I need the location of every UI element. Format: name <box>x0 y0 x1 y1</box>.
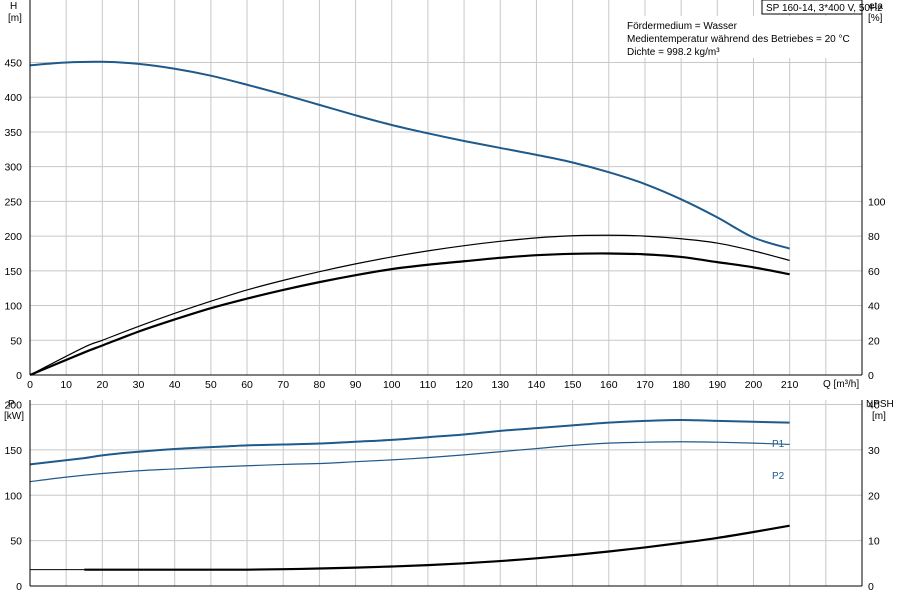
h-tick-50: 50 <box>10 335 22 347</box>
npsh-tick-40: 40 <box>868 400 880 412</box>
bottom-curves <box>29 418 790 571</box>
p-tick-0: 0 <box>16 581 22 593</box>
bottom-series-p1 <box>29 418 790 466</box>
p-tick-150: 150 <box>4 445 22 457</box>
x-tick-80: 80 <box>314 379 326 391</box>
x-tick-140: 140 <box>528 379 546 391</box>
eta-axis-unit: [%] <box>868 13 883 24</box>
title-box <box>761 0 863 15</box>
eta-tick-20: 20 <box>868 335 880 347</box>
top-series-1 <box>29 234 790 376</box>
p-axis-label: P <box>8 399 15 410</box>
h-tick-100: 100 <box>4 301 22 313</box>
x-tick-120: 120 <box>455 379 473 391</box>
h-axis-label: H <box>10 1 17 12</box>
p-tick-50: 50 <box>10 536 22 548</box>
x-tick-110: 110 <box>420 379 437 391</box>
npsh-tick-0: 0 <box>868 581 874 593</box>
x-tick-100: 100 <box>383 379 401 391</box>
x-tick-70: 70 <box>277 379 289 391</box>
x-tick-90: 90 <box>350 379 362 391</box>
x-tick-150: 150 <box>564 379 582 391</box>
eta-axis-label: eta <box>869 1 883 12</box>
h-tick-200: 200 <box>4 231 22 243</box>
x-tick-10: 10 <box>60 379 72 391</box>
x-tick-0: 0 <box>27 379 33 391</box>
p-tick-200: 200 <box>4 400 22 412</box>
eta-tick-80: 80 <box>868 231 880 243</box>
eta-tick-40: 40 <box>868 301 880 313</box>
p-axis-unit: [kW] <box>4 411 24 422</box>
top-curves <box>29 60 790 377</box>
chart-title: SP 160-14, 3*400 V, 50Hz <box>766 3 882 14</box>
x-tick-160: 160 <box>600 379 618 391</box>
x-tick-50: 50 <box>205 379 217 391</box>
p2-label: P2 <box>772 471 785 482</box>
bottom-series-3 <box>84 524 790 571</box>
info-block-bg <box>622 16 858 58</box>
x-tick-60: 60 <box>241 379 253 391</box>
h-tick-0: 0 <box>16 370 22 382</box>
x-tick-200: 200 <box>745 379 763 391</box>
eta-tick-0: 0 <box>868 370 874 382</box>
eta-tick-60: 60 <box>868 266 880 278</box>
h-axis-unit: [m] <box>8 13 22 24</box>
info-line-density: Dichte = 998.2 kg/m³ <box>627 47 720 58</box>
x-tick-130: 130 <box>491 379 509 391</box>
top-grid <box>29 0 862 375</box>
axes <box>29 0 863 587</box>
h-tick-250: 250 <box>4 196 22 208</box>
h-tick-350: 350 <box>4 127 22 139</box>
h-tick-300: 300 <box>4 162 22 174</box>
tick-labels: 0 10 20 30 40 50 60 70 80 90 100 110 120 130 140 150 160… <box>4 58 885 594</box>
x-tick-30: 30 <box>133 379 145 391</box>
x-tick-180: 180 <box>672 379 690 391</box>
npsh-axis-unit: [m] <box>872 411 886 422</box>
npsh-tick-10: 10 <box>868 536 880 548</box>
npsh-axis-label: NPSH <box>866 399 894 410</box>
x-tick-20: 20 <box>97 379 109 391</box>
h-tick-450: 450 <box>4 58 22 70</box>
eta-tick-100: 100 <box>868 196 886 208</box>
p1-label: P1 <box>772 439 785 450</box>
x-tick-210: 210 <box>781 379 799 391</box>
npsh-tick-20: 20 <box>868 490 880 502</box>
h-tick-150: 150 <box>4 266 22 278</box>
bottom-grid <box>29 400 862 586</box>
x-tick-190: 190 <box>709 379 727 391</box>
info-line-temperature: Medientemperatur während des Betriebes =… <box>627 34 850 45</box>
info-line-medium: Fördermedium = Wasser <box>627 21 738 32</box>
p-tick-100: 100 <box>4 490 22 502</box>
npsh-tick-30: 30 <box>868 445 880 457</box>
bottom-series-p2 <box>29 441 790 483</box>
q-axis-label: Q [m³/h] <box>823 379 859 390</box>
h-tick-400: 400 <box>4 92 22 104</box>
top-series-2 <box>29 252 790 377</box>
x-tick-170: 170 <box>636 379 654 391</box>
x-tick-40: 40 <box>169 379 181 391</box>
top-series-0 <box>29 60 790 250</box>
